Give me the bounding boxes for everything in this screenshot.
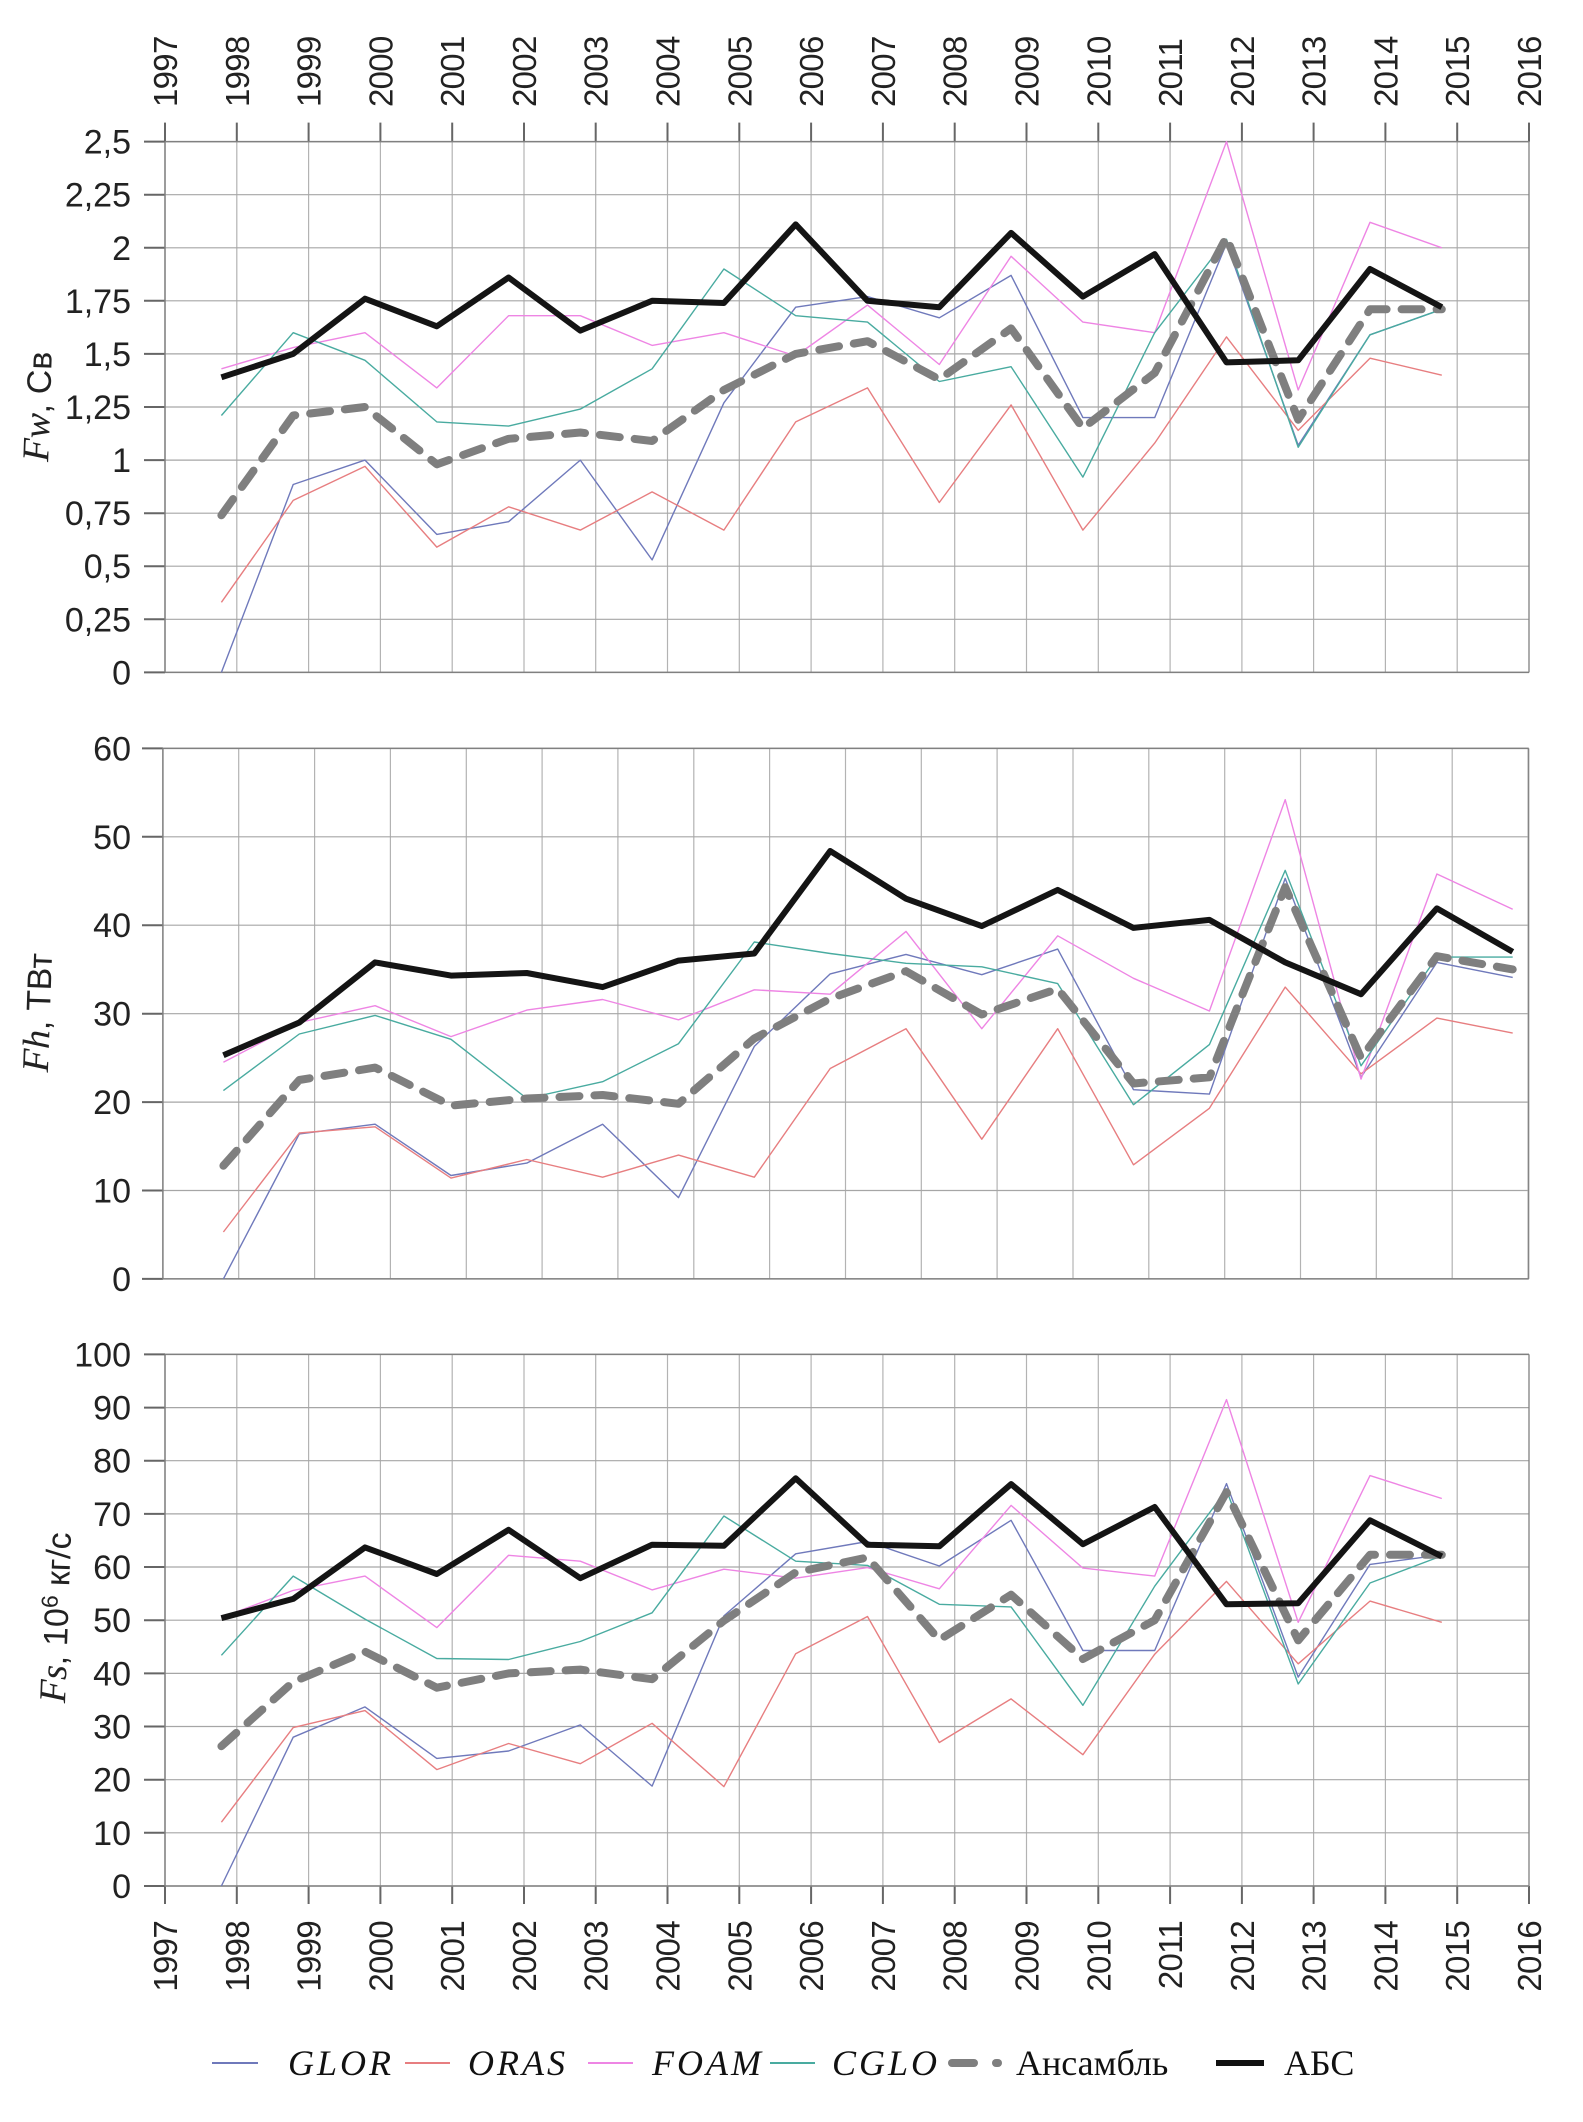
svg-text:2000: 2000 [362,36,399,107]
svg-text:2007: 2007 [865,1921,902,1992]
svg-text:100: 100 [74,1336,131,1374]
svg-text:80: 80 [93,1443,131,1481]
svg-text:2016: 2016 [1511,1921,1548,1992]
svg-text:2009: 2009 [1009,1921,1046,1992]
svg-text:2001: 2001 [434,36,471,107]
svg-text:2013: 2013 [1296,36,1333,107]
svg-text:0,75: 0,75 [65,495,131,533]
svg-text:0,25: 0,25 [65,601,131,639]
svg-text:40: 40 [93,1655,131,1693]
svg-text:30: 30 [93,1709,131,1747]
svg-text:1999: 1999 [291,1921,328,1992]
svg-text:0,5: 0,5 [84,548,131,586]
svg-text:20: 20 [93,1762,131,1800]
svg-text:FOAM: FOAM [651,2043,764,2083]
svg-text:2002: 2002 [506,1921,543,1992]
svg-text:GLOR: GLOR [288,2043,394,2083]
svg-text:2012: 2012 [1224,1921,1261,1992]
svg-text:40: 40 [93,907,131,945]
svg-text:2009: 2009 [1009,36,1046,107]
svg-text:0: 0 [112,1868,131,1906]
svg-text:10: 10 [93,1173,131,1211]
svg-text:2008: 2008 [937,36,974,107]
svg-text:1997: 1997 [147,1921,184,1992]
svg-text:1998: 1998 [219,1921,256,1992]
svg-text:90: 90 [93,1390,131,1428]
svg-text:2000: 2000 [362,1921,399,1992]
svg-text:50: 50 [93,1602,131,1640]
svg-text:2005: 2005 [721,1921,758,1992]
svg-text:1998: 1998 [219,36,256,107]
svg-text:АБС: АБС [1284,2043,1354,2083]
svg-text:2007: 2007 [865,36,902,107]
svg-text:ORAS: ORAS [468,2043,568,2083]
svg-text:2014: 2014 [1367,36,1404,107]
svg-text:1: 1 [112,442,131,480]
svg-text:2006: 2006 [793,1921,830,1992]
svg-text:60: 60 [93,1549,131,1587]
svg-text:2010: 2010 [1080,36,1117,107]
svg-text:2002: 2002 [506,36,543,107]
svg-text:1,25: 1,25 [65,389,131,427]
svg-text:2015: 2015 [1439,36,1476,107]
svg-text:20: 20 [93,1084,131,1122]
svg-text:1997: 1997 [147,36,184,107]
svg-text:2004: 2004 [650,36,687,107]
svg-text:2016: 2016 [1511,36,1548,107]
svg-text:2001: 2001 [434,1921,471,1992]
svg-text:Fs, 106 кг/с: Fs, 106 кг/с [32,1532,80,1705]
svg-text:0: 0 [112,1261,131,1299]
svg-text:2004: 2004 [650,1921,687,1992]
svg-text:2006: 2006 [793,36,830,107]
svg-text:2012: 2012 [1224,36,1261,107]
svg-text:70: 70 [93,1496,131,1534]
svg-text:1999: 1999 [291,36,328,107]
svg-text:2008: 2008 [937,1921,974,1992]
svg-text:50: 50 [93,819,131,857]
svg-text:2013: 2013 [1296,1921,1333,1992]
svg-text:2,5: 2,5 [84,124,131,162]
svg-text:Ансамбль: Ансамбль [1016,2043,1168,2083]
svg-text:2003: 2003 [578,1921,615,1992]
svg-text:2,25: 2,25 [65,177,131,215]
svg-text:2005: 2005 [721,36,758,107]
svg-text:CGLO: CGLO [832,2043,940,2083]
svg-text:1,75: 1,75 [65,283,131,321]
svg-text:2010: 2010 [1080,1921,1117,1992]
svg-text:2: 2 [112,230,131,268]
svg-text:2011: 2011 [1152,1921,1189,1989]
svg-text:2011: 2011 [1152,39,1189,107]
svg-text:2014: 2014 [1367,1921,1404,1992]
svg-text:Fw, Св: Fw, Св [15,351,61,463]
svg-text:0: 0 [112,654,131,692]
svg-text:30: 30 [93,996,131,1034]
svg-text:10: 10 [93,1815,131,1853]
svg-text:1,5: 1,5 [84,336,131,374]
svg-text:2015: 2015 [1439,1921,1476,1992]
svg-text:2003: 2003 [578,36,615,107]
svg-text:Fh, ТВт: Fh, ТВт [15,952,61,1073]
svg-text:60: 60 [93,730,131,768]
